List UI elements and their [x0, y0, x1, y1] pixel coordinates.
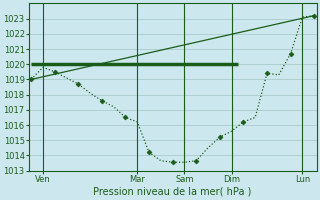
X-axis label: Pression niveau de la mer( hPa ): Pression niveau de la mer( hPa ): [93, 187, 252, 197]
